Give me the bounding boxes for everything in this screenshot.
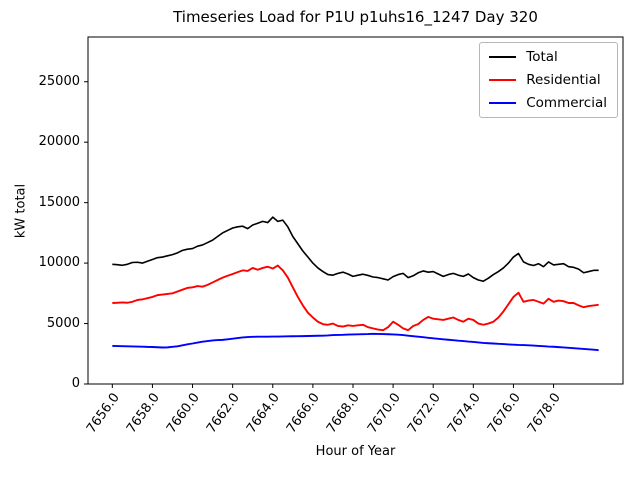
x-axis-label: Hour of Year bbox=[315, 444, 396, 459]
y-tick-label: 20000 bbox=[38, 134, 80, 150]
axes-spines bbox=[87, 36, 624, 385]
total-line-swatch bbox=[489, 56, 517, 58]
chart-title: Timeseries Load for P1U p1uhs16_1247 Day… bbox=[173, 8, 538, 26]
residential-line-swatch bbox=[489, 79, 517, 81]
total-series-line bbox=[112, 216, 599, 283]
y-tick-label: 0 bbox=[71, 376, 80, 391]
legend: Total Residential Commercial bbox=[479, 42, 618, 118]
y-tick-label: 15000 bbox=[38, 194, 80, 210]
y-tick-label: 25000 bbox=[38, 73, 80, 89]
y-tick-label: 10000 bbox=[38, 255, 80, 271]
legend-item-total: Total bbox=[489, 49, 607, 65]
legend-label-commercial: Commercial bbox=[526, 95, 607, 111]
residential-series-line bbox=[112, 264, 599, 332]
legend-label-residential: Residential bbox=[526, 72, 601, 88]
commercial-series-line bbox=[112, 332, 599, 352]
commercial-line-swatch bbox=[489, 102, 517, 104]
y-tick-label: 5000 bbox=[46, 315, 80, 331]
legend-item-residential: Residential bbox=[489, 72, 607, 88]
legend-item-commercial: Commercial bbox=[489, 95, 607, 111]
legend-label-total: Total bbox=[526, 49, 558, 65]
